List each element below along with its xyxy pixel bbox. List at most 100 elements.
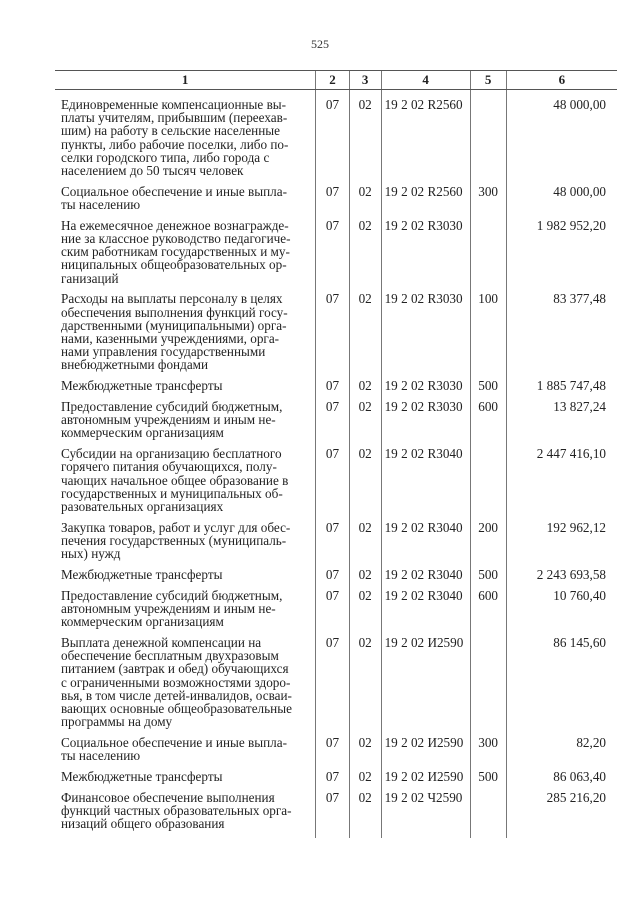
target-article-code: 19 2 02 Ч2590 <box>380 791 471 839</box>
section-code: 07 <box>315 219 350 293</box>
description-line: печения государственных (муниципаль- <box>61 533 287 549</box>
description-line: коммерческим организациям <box>61 425 224 441</box>
description-line: Субсидии на организацию бесплатного <box>61 446 282 462</box>
expense-type-code <box>469 636 507 737</box>
section-code: 07 <box>315 736 350 771</box>
table-row: Расходы на выплаты персоналу в целях обес… <box>55 291 617 380</box>
expense-type-code: 500 <box>469 568 507 589</box>
table-body: Единовременные компенсационные вы-платы … <box>55 89 617 839</box>
subsection-code: 02 <box>348 636 382 737</box>
description-line: ние за классное руководство педагогиче- <box>61 231 291 247</box>
description-line: нами управления государственными <box>61 344 266 360</box>
table-row: Межбюджетные трансферты 07 02 19 2 02 R3030… <box>55 379 617 401</box>
expense-type-code: 200 <box>469 521 507 569</box>
target-article-code: 19 2 02 R2560 <box>380 89 471 185</box>
row-description: Финансовое обеспечение выполнения функций… <box>55 791 316 839</box>
expense-type-code: 500 <box>469 770 507 791</box>
row-description: Межбюджетные трансферты <box>55 379 316 400</box>
amount: 2 447 416,10 <box>505 447 617 521</box>
budget-table: 1 2 3 4 5 6 Единовременные компенсационн… <box>55 70 617 839</box>
amount: 13 827,24 <box>505 400 617 448</box>
description-line: нами, казенными учреждениями, орга- <box>61 331 280 347</box>
description-line: вающих основные общеобразовательные <box>61 701 292 717</box>
expense-type-code <box>469 89 507 185</box>
table-row: На ежемесячное денежное вознагражде-ние … <box>55 219 617 293</box>
description-line: ты населению <box>61 197 141 213</box>
target-article-code: 19 2 02 И2590 <box>380 770 471 791</box>
table-row: Финансовое обеспечение выполнения функций… <box>55 791 617 839</box>
section-code: 07 <box>315 589 350 637</box>
amount: 2 243 693,58 <box>505 568 617 589</box>
amount: 48 000,00 <box>505 89 617 185</box>
subsection-code: 02 <box>348 521 382 569</box>
description-line: Межбюджетные трансферты <box>61 769 223 785</box>
description-line: ганизаций <box>61 270 119 286</box>
table-row: Предоставление субсидий бюджетным, автоно… <box>55 587 617 637</box>
row-description: Закупка товаров, работ и услуг для обес-… <box>55 521 316 568</box>
section-code: 07 <box>315 379 350 401</box>
target-article-code: 19 2 02 R3030 <box>380 292 471 380</box>
row-description: Предоставление субсидий бюджетным, автоно… <box>55 400 316 447</box>
target-article-code: 19 2 02 R3040 <box>380 521 471 569</box>
subsection-code: 02 <box>348 770 382 791</box>
description-line: пункты, либо рабочие поселки, либо по- <box>61 136 289 152</box>
table-row: Выплата денежной компенсации на обеспечен… <box>55 636 617 737</box>
section-code: 07 <box>315 521 350 569</box>
expense-type-code: 600 <box>469 400 507 448</box>
description-line: функций частных образовательных орга- <box>61 803 292 819</box>
table-row: Закупка товаров, работ и услуг для обес-… <box>55 521 617 569</box>
description-line: низаций общего образования <box>61 816 225 832</box>
description-line: ных) нужд <box>61 546 121 562</box>
description-line: Межбюджетные трансферты <box>61 378 223 394</box>
column-header-4: 4 <box>380 70 471 90</box>
row-description: Межбюджетные трансферты <box>55 568 316 589</box>
description-line: Предоставление субсидий бюджетным, <box>61 587 283 603</box>
description-line: дарственными (муниципальными) орга- <box>61 317 287 333</box>
description-line: вья, в том числе детей-инвалидов, осваи- <box>61 687 292 703</box>
amount: 285 216,20 <box>505 791 617 839</box>
column-header-2: 2 <box>315 70 350 90</box>
target-article-code: 19 2 02 И2590 <box>380 636 471 737</box>
target-article-code: 19 2 02 R3040 <box>380 568 471 589</box>
description-line: ниципальных общеобразовательных ор- <box>61 257 287 273</box>
column-header-1: 1 <box>55 70 316 90</box>
description-line: Единовременные компенсационные вы- <box>61 97 287 112</box>
description-line: обеспечения выполнения функций госу- <box>61 304 288 320</box>
table-row: Социальное обеспечение и иные выпла-ты н… <box>55 185 617 219</box>
row-description: Межбюджетные трансферты <box>55 770 316 791</box>
section-code: 07 <box>315 791 350 839</box>
table-row: Единовременные компенсационные вы-платы … <box>55 89 617 185</box>
subsection-code: 02 <box>348 447 382 521</box>
description-line: Предоставление субсидий бюджетным, <box>61 399 283 415</box>
table-row: Социальное обеспечение и иные выпла-ты н… <box>55 736 617 771</box>
section-code: 07 <box>315 400 350 448</box>
description-line: автономным учреждениям и иным не- <box>61 412 276 428</box>
expense-type-code: 600 <box>469 589 507 637</box>
description-line: питанием (завтрак и обед) обучающихся <box>61 661 289 677</box>
section-code: 07 <box>315 292 350 380</box>
row-description: На ежемесячное денежное вознагражде-ние … <box>55 219 316 293</box>
description-line: шим) на работу в сельские населенные <box>61 123 281 139</box>
expense-type-code <box>469 447 507 521</box>
description-line: Расходы на выплаты персоналу в целях <box>61 291 283 307</box>
subsection-code: 02 <box>348 292 382 380</box>
amount: 82,20 <box>505 736 617 771</box>
description-line: автономным учреждениям и иным не- <box>61 601 276 617</box>
table-row: Межбюджетные трансферты 07 02 19 2 02 И2590… <box>55 770 617 791</box>
description-line: обеспечение бесплатным двухразовым <box>61 648 279 664</box>
table-row: Субсидии на организацию бесплатного горяч… <box>55 447 617 521</box>
description-line: внебюджетными фондами <box>61 357 209 373</box>
description-line: Финансовое обеспечение выполнения <box>61 789 275 805</box>
header-row: 1 2 3 4 5 6 <box>55 70 617 90</box>
target-article-code: 19 2 02 R3030 <box>380 219 471 293</box>
section-code: 07 <box>315 185 350 219</box>
description-line: селки городского типа, либо города с <box>61 149 270 165</box>
target-article-code: 19 2 02 R3030 <box>380 379 471 401</box>
amount: 86 063,40 <box>505 770 617 791</box>
description-line: Социальное обеспечение и иные выпла- <box>61 183 287 199</box>
description-line: ты населению <box>61 748 141 764</box>
target-article-code: 19 2 02 R3030 <box>380 400 471 448</box>
amount: 1 982 952,20 <box>505 219 617 293</box>
row-description: Выплата денежной компенсации на обеспечен… <box>55 636 316 736</box>
row-description: Социальное обеспечение и иные выпла-ты н… <box>55 185 316 219</box>
